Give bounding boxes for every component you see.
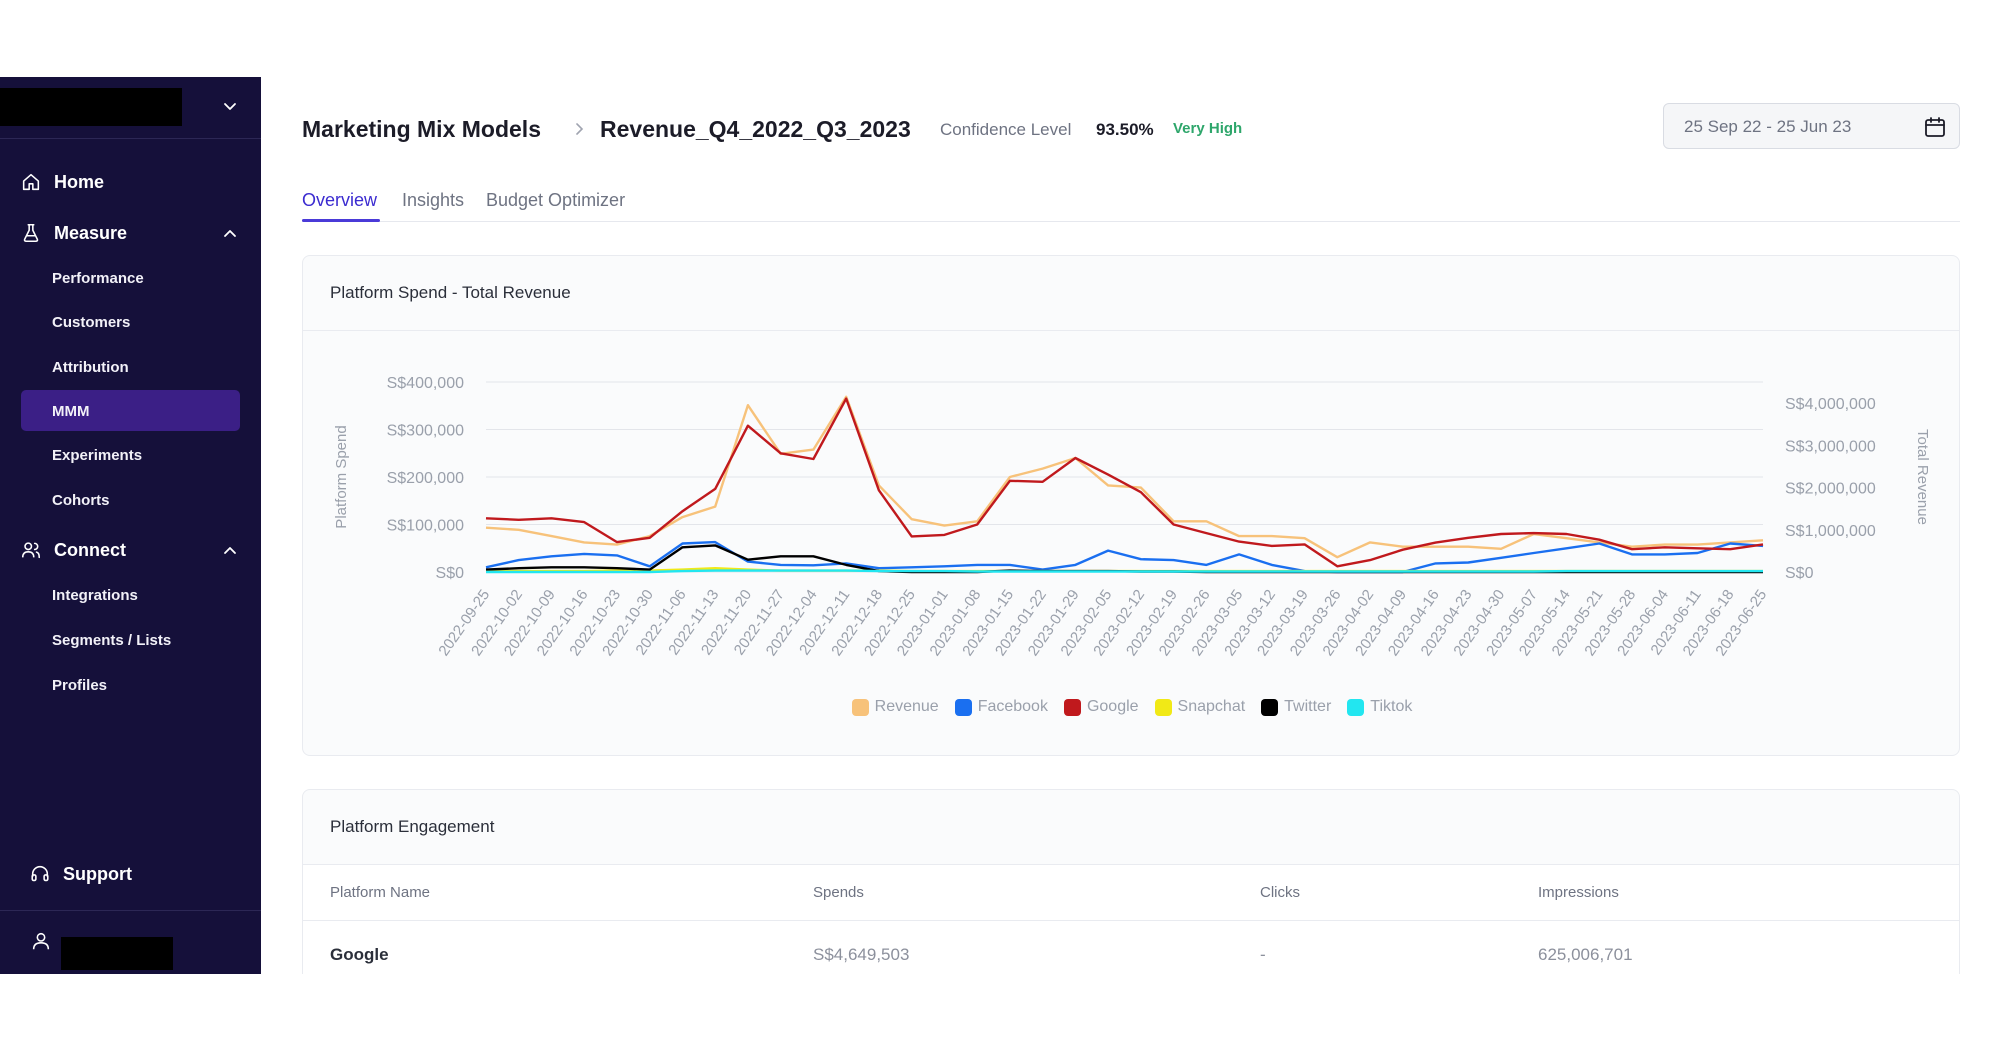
tab-insights[interactable]: Insights [402,190,465,210]
y-tick-label: S$400,000 [387,375,465,392]
y2-tick-label: S$2,000,000 [1785,481,1876,498]
legend-label: Google [1086,698,1139,715]
legend-item-twitter[interactable]: Twitter [1261,698,1331,716]
legend-swatch [954,698,972,716]
model-name: Revenue_Q4_2022_Q3_2023 [600,116,911,142]
sidebar-divider [0,910,261,911]
sidebar-item-customers[interactable]: Customers [52,314,131,331]
cell-spends: S$4,649,503 [813,945,910,964]
workspace-switcher[interactable] [0,77,261,139]
confidence-badge: Very High [1173,120,1243,137]
tab-budget-optimizer[interactable]: Budget Optimizer [486,190,626,210]
legend-swatch [1154,698,1172,716]
table-row[interactable]: Google S$4,649,503 - 625,006,701 [303,921,1959,974]
column-header-clicks[interactable]: Clicks [1260,884,1300,901]
series-line-facebook [485,540,1764,574]
sidebar-item-mmm[interactable]: MMM [52,403,90,420]
legend-swatch [1347,698,1365,716]
y2-tick-label: S$0 [1785,565,1814,582]
chevron-down-icon[interactable] [220,97,240,117]
series-line-tiktok [486,569,1763,574]
sidebar-item-integrations[interactable]: Integrations [52,587,138,604]
sidebar-item-mmm-active[interactable] [21,390,240,431]
chart-title: Platform Spend - Total Revenue [330,283,571,302]
sidebar-item-label: Connect [54,539,126,560]
confidence-value: 93.50% [1096,120,1154,139]
y-tick-label: S$0 [436,565,465,582]
headset-icon [31,865,49,882]
sidebar-item-attribution[interactable]: Attribution [52,359,129,376]
y-tick-label: S$100,000 [387,518,465,535]
calendar-icon[interactable] [1923,115,1947,139]
cell-platform-name: Google [330,945,389,964]
users-icon [21,542,41,559]
chevron-up-icon[interactable] [220,223,240,243]
legend-item-google[interactable]: Google [1063,698,1139,716]
y2-axis-label: Total Revenue [1914,429,1931,525]
column-header-impressions[interactable]: Impressions [1538,884,1619,901]
legend-swatch [851,698,869,716]
legend-label: Revenue [874,698,939,715]
chart-legend: Revenue Facebook Google Snapchat Twitter Tikt… [303,698,1961,716]
cell-impressions: 625,006,701 [1538,945,1633,964]
sidebar-item-connect[interactable]: Connect [20,539,126,561]
sidebar-item-measure[interactable]: Measure [20,222,127,244]
y2-tick-label: S$1,000,000 [1785,523,1876,540]
platform-spend-chart: S$0 S$100,000 S$200,000 S$300,000 S$400,000 S… [333,375,1931,659]
engagement-card: Platform Engagement Platform Name Spends… [302,789,1960,974]
legend-item-snapchat[interactable]: Snapchat [1154,698,1246,716]
sidebar-item-label: Support [63,863,132,884]
y2-tick-label: S$3,000,000 [1785,438,1876,455]
sidebar-item-segments[interactable]: Segments / Lists [52,632,172,649]
series-line-google [485,397,1764,568]
legend-swatch [1063,698,1081,716]
legend-swatch [1261,698,1279,716]
flask-icon [23,223,39,243]
chevron-right-icon [576,123,584,135]
y-axis-label: Platform Spend [333,425,350,528]
date-range-value: 25 Sep 22 - 25 Jun 23 [1684,117,1852,136]
sidebar-item-label: Measure [54,222,128,243]
sidebar-item-support[interactable]: Support [29,863,132,885]
legend-item-facebook[interactable]: Facebook [954,698,1048,716]
y-tick-label: S$300,000 [387,423,465,440]
page-title[interactable]: Marketing Mix Models [302,116,541,142]
tab-bar: Overview Insights Budget Optimizer [302,190,1960,222]
y-tick-label: S$200,000 [387,470,465,487]
legend-label: Facebook [977,698,1048,715]
chevron-up-icon[interactable] [220,540,240,560]
workspace-name-redacted [0,88,182,126]
sidebar-item-home[interactable]: Home [20,171,104,193]
legend-label: Tiktok [1370,698,1413,715]
home-icon [22,173,40,191]
active-tab-indicator [302,219,380,222]
column-header-platform[interactable]: Platform Name [330,884,431,901]
user-icon[interactable] [30,930,52,952]
series-line-twitter [485,544,1763,574]
sidebar-item-experiments[interactable]: Experiments [52,447,143,464]
y2-tick-label: S$4,000,000 [1785,396,1876,413]
chart-card: Platform Spend - Total Revenue S$0 S$100,… [302,255,1960,756]
main-content: Marketing Mix Models Revenue_Q4_2022_Q3_… [261,77,1999,974]
cell-clicks: - [1260,945,1266,964]
legend-item-tiktok[interactable]: Tiktok [1347,698,1412,716]
sidebar-item-cohorts[interactable]: Cohorts [52,492,110,509]
legend-label: Twitter [1284,698,1332,715]
confidence-label: Confidence Level [940,120,1072,139]
legend-label: Snapchat [1177,698,1246,715]
table-header: Platform Name Spends Clicks Impressions [303,864,1959,921]
user-name-redacted [61,937,173,970]
column-header-spends[interactable]: Spends [813,884,864,901]
sidebar: Home Measure Performance Customers Attri… [0,77,261,974]
tab-overview[interactable]: Overview [302,190,378,210]
sidebar-item-performance[interactable]: Performance [52,270,144,287]
engagement-title: Platform Engagement [330,817,495,836]
sidebar-item-label: Home [54,171,105,192]
card-divider [303,330,1959,331]
legend-item-revenue[interactable]: Revenue [851,698,939,716]
date-range-picker[interactable]: 25 Sep 22 - 25 Jun 23 [1663,103,1960,149]
series-line-revenue [485,395,1764,559]
sidebar-item-profiles[interactable]: Profiles [52,677,108,694]
